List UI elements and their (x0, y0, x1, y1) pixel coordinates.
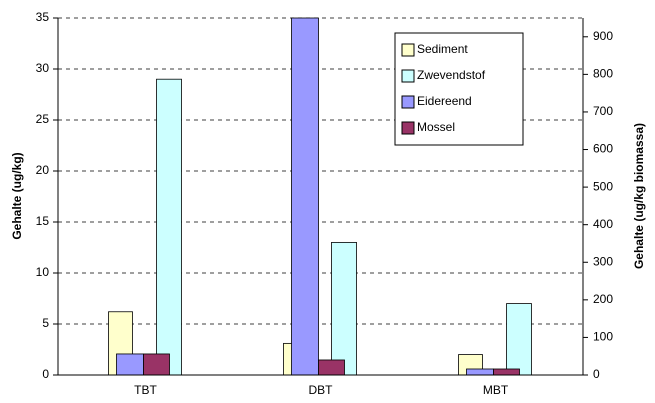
y-tick-label: 30 (36, 61, 50, 75)
legend (394, 32, 524, 146)
y2-tick-label: 900 (593, 29, 613, 43)
legend-label: Eidereend (417, 94, 472, 108)
y2-tick-label: 800 (593, 67, 613, 81)
legend-swatch (401, 43, 415, 57)
bar (156, 78, 182, 376)
bar (143, 353, 170, 376)
bar (493, 368, 520, 376)
bar (506, 303, 532, 376)
y2-tick-label: 400 (593, 217, 613, 231)
x-tick-label: DBT (309, 383, 334, 397)
x-tick-label: MBT (483, 383, 509, 397)
y-tick-label: 10 (36, 265, 50, 279)
y-tick-label: 0 (42, 367, 49, 381)
bar (331, 241, 357, 376)
legend-label: Zwevendstof (417, 68, 486, 82)
y2-tick-label: 700 (593, 104, 613, 118)
bar (116, 353, 144, 376)
y-tick-label: 5 (42, 316, 49, 330)
y2-tick-label: 0 (593, 367, 600, 381)
y2-tick-label: 500 (593, 179, 613, 193)
y-axis-label: Gehalte (ug/kg) (10, 152, 24, 239)
bar (318, 359, 345, 376)
y-tick-label: 25 (36, 112, 50, 126)
y2-tick-label: 200 (593, 292, 613, 306)
legend-swatch (401, 69, 415, 83)
y2-tick-label: 100 (593, 330, 613, 344)
y-tick-label: 20 (36, 163, 50, 177)
y-tick-label: 15 (36, 214, 50, 228)
legend-label: Mossel (417, 120, 455, 134)
y2-tick-label: 300 (593, 254, 613, 268)
legend-swatch (401, 121, 415, 135)
legend-label: Sediment (417, 42, 468, 56)
y2-tick-label: 600 (593, 142, 613, 156)
bar (291, 17, 319, 376)
x-tick-label: TBT (134, 383, 157, 397)
legend-swatch (401, 95, 415, 109)
bar (466, 368, 494, 376)
y2-axis-label: Gehalte (ug/kg biomassa) (632, 123, 646, 269)
y-tick-label: 35 (36, 10, 50, 24)
